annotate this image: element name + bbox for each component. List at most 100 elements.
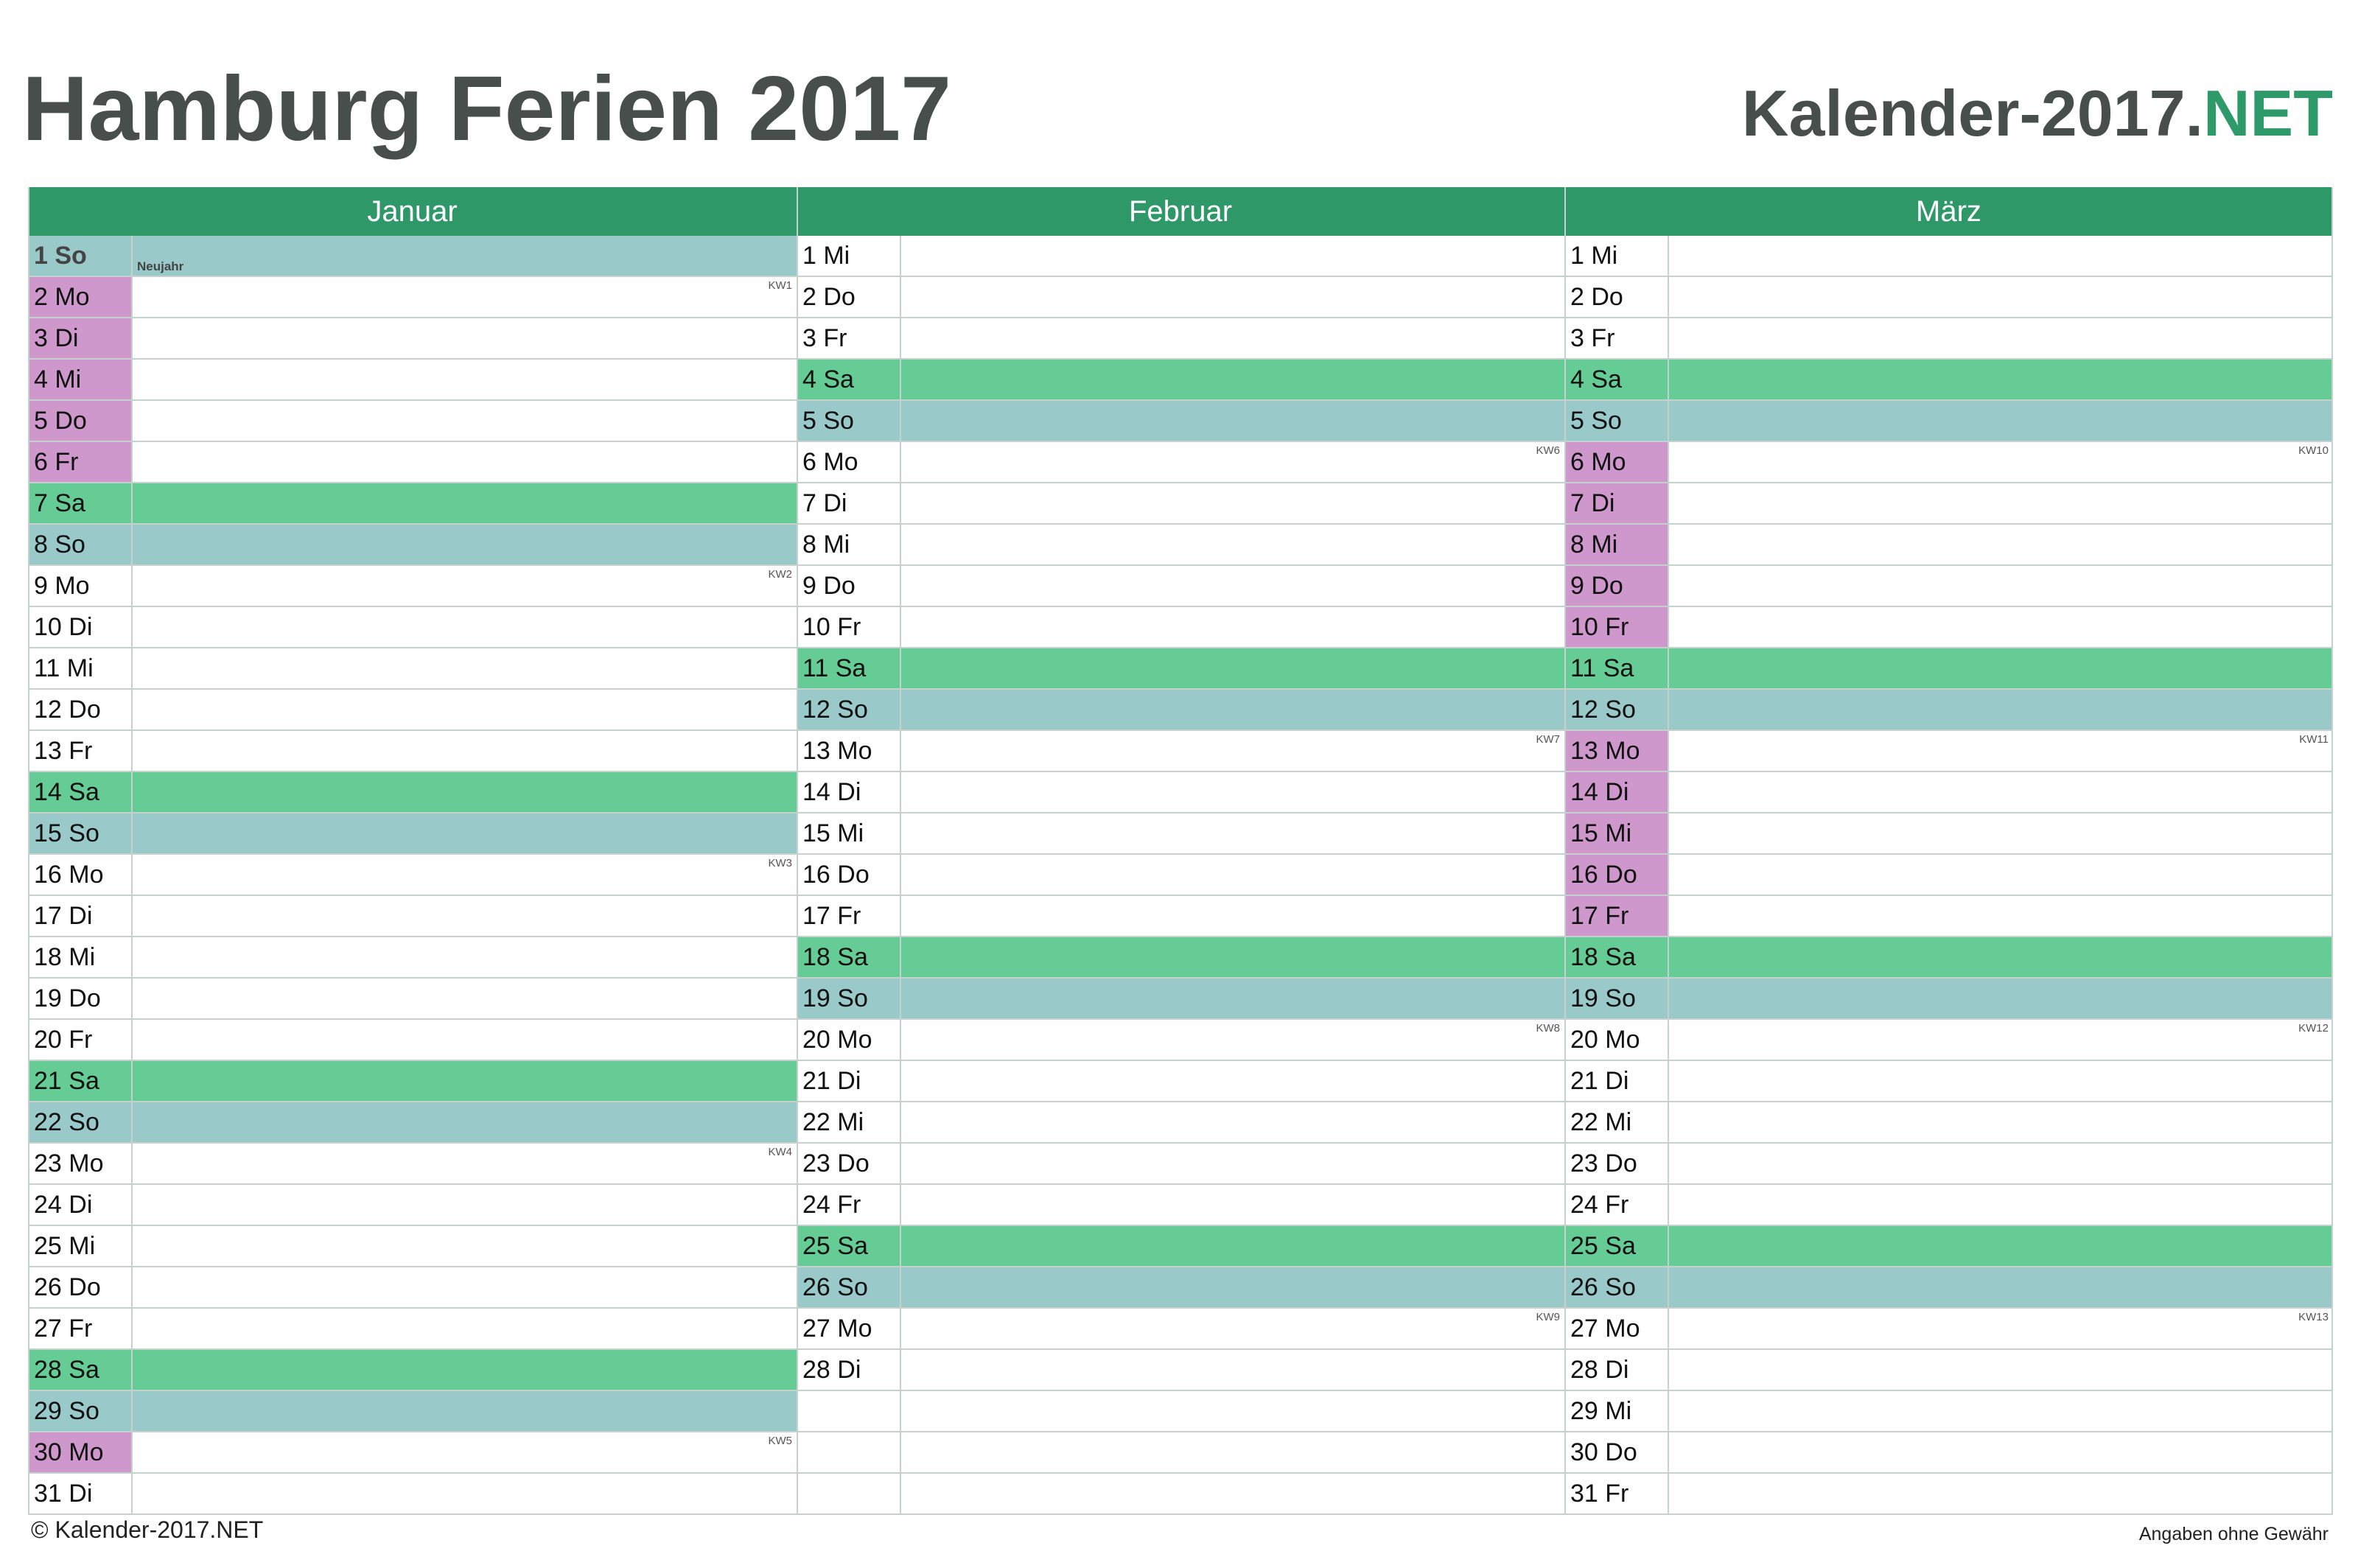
day-row[interactable]: 24 Fr <box>1564 1185 2333 1226</box>
day-row[interactable]: 7 Di <box>797 483 1564 525</box>
day-row[interactable]: 29 So <box>28 1391 797 1432</box>
day-row[interactable]: 10 Di <box>28 607 797 648</box>
day-row[interactable]: 29 Mi <box>1564 1391 2333 1432</box>
day-label: 10 Di <box>28 607 133 647</box>
day-row[interactable]: 15 Mi <box>797 813 1564 855</box>
day-label: 28 Sa <box>28 1350 133 1390</box>
day-row[interactable]: 2 Mo KW1 <box>28 277 797 318</box>
day-row[interactable]: 19 So <box>797 979 1564 1020</box>
day-row[interactable]: 18 Sa <box>1564 937 2333 979</box>
day-row[interactable]: 9 Do <box>797 566 1564 607</box>
day-row[interactable]: 13 Mo KW7 <box>797 731 1564 772</box>
week-number-label: KW8 <box>1536 1022 1560 1035</box>
column-divider <box>2331 187 2333 1515</box>
day-row[interactable]: 18 Mi <box>28 937 797 979</box>
day-row[interactable]: 8 Mi <box>1564 525 2333 566</box>
day-row[interactable]: 7 Di <box>1564 483 2333 525</box>
day-row[interactable]: 27 Mo KW13 <box>1564 1309 2333 1350</box>
day-row[interactable]: 1 Mi <box>797 236 1564 277</box>
day-row[interactable]: 9 Do <box>1564 566 2333 607</box>
day-row[interactable]: 3 Di <box>28 318 797 360</box>
day-row[interactable]: 16 Do <box>797 855 1564 896</box>
day-row[interactable]: 22 Mi <box>1564 1102 2333 1144</box>
day-row[interactable]: 15 So <box>28 813 797 855</box>
day-row[interactable]: 7 Sa <box>28 483 797 525</box>
day-row[interactable]: 17 Fr <box>1564 896 2333 937</box>
day-row[interactable]: 16 Mo KW3 <box>28 855 797 896</box>
day-row[interactable]: 8 So <box>28 525 797 566</box>
day-row[interactable]: 26 So <box>1564 1267 2333 1309</box>
day-row[interactable]: 6 Mo KW10 <box>1564 442 2333 483</box>
day-row[interactable]: 2 Do <box>797 277 1564 318</box>
day-row[interactable]: 14 Sa <box>28 772 797 813</box>
day-row[interactable]: 25 Sa <box>1564 1226 2333 1267</box>
day-row[interactable]: 28 Di <box>1564 1350 2333 1391</box>
day-row[interactable]: 12 Do <box>28 690 797 731</box>
day-row[interactable]: 12 So <box>797 690 1564 731</box>
day-row[interactable]: 20 Mo KW12 <box>1564 1020 2333 1061</box>
day-row[interactable]: 10 Fr <box>797 607 1564 648</box>
day-label: 25 Mi <box>28 1226 133 1266</box>
day-row[interactable]: 20 Mo KW8 <box>797 1020 1564 1061</box>
day-row[interactable]: 24 Di <box>28 1185 797 1226</box>
day-row[interactable]: 15 Mi <box>1564 813 2333 855</box>
day-row[interactable]: 5 Do <box>28 401 797 442</box>
day-row[interactable]: 26 Do <box>28 1267 797 1309</box>
day-row[interactable]: 23 Mo KW4 <box>28 1144 797 1185</box>
day-row[interactable]: 5 So <box>1564 401 2333 442</box>
day-row[interactable]: 17 Di <box>28 896 797 937</box>
day-row[interactable]: 28 Sa <box>28 1350 797 1391</box>
day-row[interactable]: 1 So Neujahr <box>28 236 797 277</box>
brand-logo[interactable]: Kalender-2017.NET <box>1742 77 2333 150</box>
day-row[interactable]: 27 Fr <box>28 1309 797 1350</box>
day-row[interactable]: 18 Sa <box>797 937 1564 979</box>
day-row[interactable]: 17 Fr <box>797 896 1564 937</box>
day-row[interactable]: 6 Mo KW6 <box>797 442 1564 483</box>
day-row[interactable]: 9 Mo KW2 <box>28 566 797 607</box>
day-row[interactable]: 1 Mi <box>1564 236 2333 277</box>
day-row[interactable]: 6 Fr <box>28 442 797 483</box>
day-row[interactable]: 2 Do <box>1564 277 2333 318</box>
day-row[interactable]: 23 Do <box>1564 1144 2333 1185</box>
day-note-cell <box>901 1432 1564 1472</box>
day-row[interactable]: 4 Sa <box>1564 360 2333 401</box>
day-row[interactable]: 31 Di <box>28 1474 797 1515</box>
day-row[interactable]: 5 So <box>797 401 1564 442</box>
day-row[interactable]: 22 So <box>28 1102 797 1144</box>
day-note-cell <box>1669 896 2333 936</box>
day-row[interactable]: 24 Fr <box>797 1185 1564 1226</box>
day-row[interactable]: 19 So <box>1564 979 2333 1020</box>
day-row[interactable]: 22 Mi <box>797 1102 1564 1144</box>
day-row[interactable]: 23 Do <box>797 1144 1564 1185</box>
day-row[interactable]: 21 Di <box>1564 1061 2333 1102</box>
day-row[interactable]: 13 Fr <box>28 731 797 772</box>
day-row[interactable]: 30 Mo KW5 <box>28 1432 797 1474</box>
day-row[interactable]: 13 Mo KW11 <box>1564 731 2333 772</box>
day-row[interactable]: 28 Di <box>797 1350 1564 1391</box>
day-row[interactable]: 8 Mi <box>797 525 1564 566</box>
day-label: 24 Fr <box>1564 1185 1669 1225</box>
day-row[interactable]: 14 Di <box>797 772 1564 813</box>
day-row[interactable]: 26 So <box>797 1267 1564 1309</box>
day-row[interactable]: 11 Sa <box>797 648 1564 690</box>
day-row[interactable]: 25 Mi <box>28 1226 797 1267</box>
day-row[interactable]: 25 Sa <box>797 1226 1564 1267</box>
day-row[interactable]: 12 So <box>1564 690 2333 731</box>
day-row[interactable]: 10 Fr <box>1564 607 2333 648</box>
day-row[interactable]: 3 Fr <box>797 318 1564 360</box>
day-row[interactable]: 19 Do <box>28 979 797 1020</box>
day-row[interactable]: 11 Sa <box>1564 648 2333 690</box>
day-row[interactable]: 16 Do <box>1564 855 2333 896</box>
day-row[interactable]: 30 Do <box>1564 1432 2333 1474</box>
day-row[interactable]: 14 Di <box>1564 772 2333 813</box>
day-row[interactable]: 3 Fr <box>1564 318 2333 360</box>
day-row[interactable]: 27 Mo KW9 <box>797 1309 1564 1350</box>
day-note-cell <box>1669 401 2333 441</box>
day-row[interactable]: 20 Fr <box>28 1020 797 1061</box>
day-row[interactable]: 31 Fr <box>1564 1474 2333 1515</box>
day-row[interactable]: 4 Mi <box>28 360 797 401</box>
day-row[interactable]: 11 Mi <box>28 648 797 690</box>
day-row[interactable]: 21 Sa <box>28 1061 797 1102</box>
day-row[interactable]: 4 Sa <box>797 360 1564 401</box>
day-row[interactable]: 21 Di <box>797 1061 1564 1102</box>
